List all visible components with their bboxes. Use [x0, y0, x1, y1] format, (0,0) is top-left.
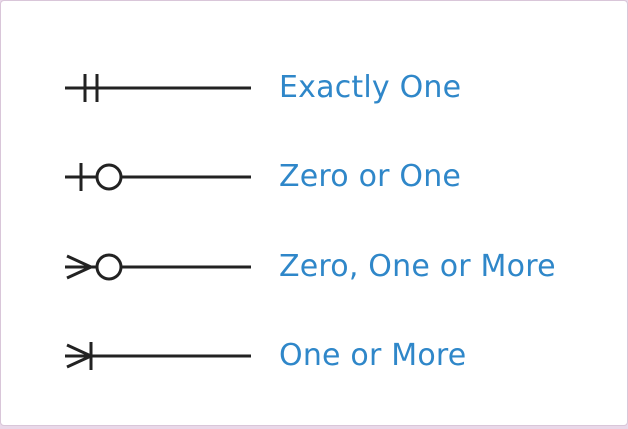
zero-or-one-notation-icon: [59, 147, 259, 207]
legend-row-one-or-more: One or More: [1, 326, 627, 386]
legend-row-zero-or-one: Zero or One: [1, 147, 627, 207]
legend-label: Exactly One: [279, 70, 462, 105]
legend-row-zero-one-or-more: Zero, One or More: [1, 237, 627, 297]
legend-label: Zero, One or More: [279, 249, 556, 284]
legend-label: Zero or One: [279, 159, 462, 194]
zero-one-or-more-notation-icon: [59, 237, 259, 297]
legend-row-exactly-one: Exactly One: [1, 58, 627, 118]
one-or-more-notation-icon: [59, 326, 259, 386]
legend-label: One or More: [279, 338, 467, 373]
exactly-one-notation-icon: [59, 58, 259, 118]
